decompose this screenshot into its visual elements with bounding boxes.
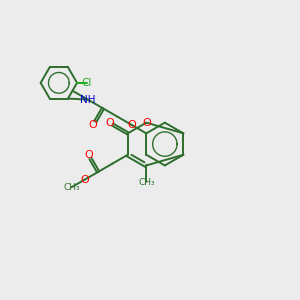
Text: O: O [84, 150, 93, 160]
Text: NH: NH [80, 94, 95, 104]
Text: O: O [89, 120, 98, 130]
Text: CH₃: CH₃ [138, 178, 154, 187]
Text: CH₃: CH₃ [63, 183, 80, 192]
Text: O: O [128, 120, 136, 130]
Text: O: O [80, 175, 89, 184]
Text: O: O [142, 118, 151, 128]
Text: O: O [105, 118, 114, 128]
Text: Cl: Cl [81, 78, 92, 88]
